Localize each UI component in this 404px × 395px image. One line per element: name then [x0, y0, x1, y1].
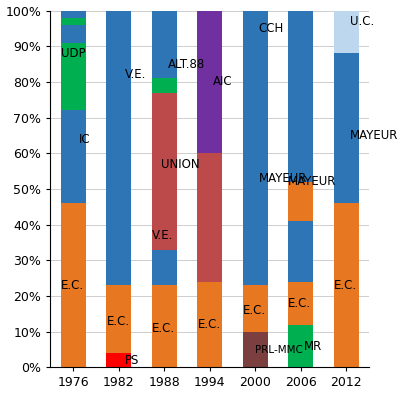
Text: U.C.: U.C. [350, 15, 374, 28]
Bar [288, 325, 313, 367]
Text: IC: IC [79, 133, 91, 145]
Bar [61, 203, 86, 367]
Text: E.C.: E.C. [106, 314, 130, 327]
Text: MAYEUR: MAYEUR [288, 175, 337, 188]
Bar [197, 11, 222, 153]
Text: UDP: UDP [61, 47, 86, 60]
Bar [152, 285, 177, 367]
Text: MAYEUR: MAYEUR [350, 129, 398, 142]
Bar [152, 250, 177, 267]
Bar [243, 178, 268, 250]
Bar [152, 267, 177, 285]
Bar [334, 203, 359, 367]
Text: V.E.: V.E. [152, 229, 173, 242]
Text: V.E.: V.E. [124, 68, 146, 81]
Bar [288, 11, 313, 182]
Bar [61, 43, 86, 64]
Bar [106, 353, 131, 367]
Bar [106, 175, 131, 285]
Bar [243, 332, 268, 367]
Text: MAYEUR: MAYEUR [259, 172, 307, 185]
Text: UNION: UNION [160, 158, 199, 171]
Text: E.C.: E.C. [288, 297, 311, 310]
Text: AIC: AIC [213, 75, 233, 88]
Bar [61, 25, 86, 43]
Bar [152, 78, 177, 93]
Bar [106, 285, 131, 353]
Bar [61, 18, 86, 25]
Text: E.C.: E.C. [61, 279, 84, 292]
Text: E.C.: E.C. [198, 318, 221, 331]
Bar [61, 139, 86, 203]
Bar [61, 11, 86, 18]
Text: E.C.: E.C. [243, 304, 266, 317]
Bar [61, 111, 86, 139]
Bar [243, 250, 268, 285]
Bar [334, 53, 359, 203]
Text: CCH: CCH [259, 22, 284, 35]
Text: PS: PS [124, 354, 139, 367]
Text: MR: MR [304, 340, 322, 352]
Bar [334, 11, 359, 21]
Bar [243, 11, 268, 178]
Text: E.C.: E.C. [152, 322, 175, 335]
Bar [152, 11, 177, 78]
Bar [61, 85, 86, 111]
Bar [197, 153, 222, 282]
Bar [334, 21, 359, 53]
Bar [106, 11, 131, 175]
Text: ALT.88: ALT.88 [168, 58, 205, 71]
Bar [197, 282, 222, 367]
Bar [288, 182, 313, 221]
Bar [288, 221, 313, 282]
Text: E.C.: E.C. [334, 279, 357, 292]
Bar [61, 64, 86, 85]
Bar [152, 93, 177, 250]
Text: PRL-MMC: PRL-MMC [255, 344, 303, 355]
Bar [243, 285, 268, 332]
Bar [288, 282, 313, 325]
